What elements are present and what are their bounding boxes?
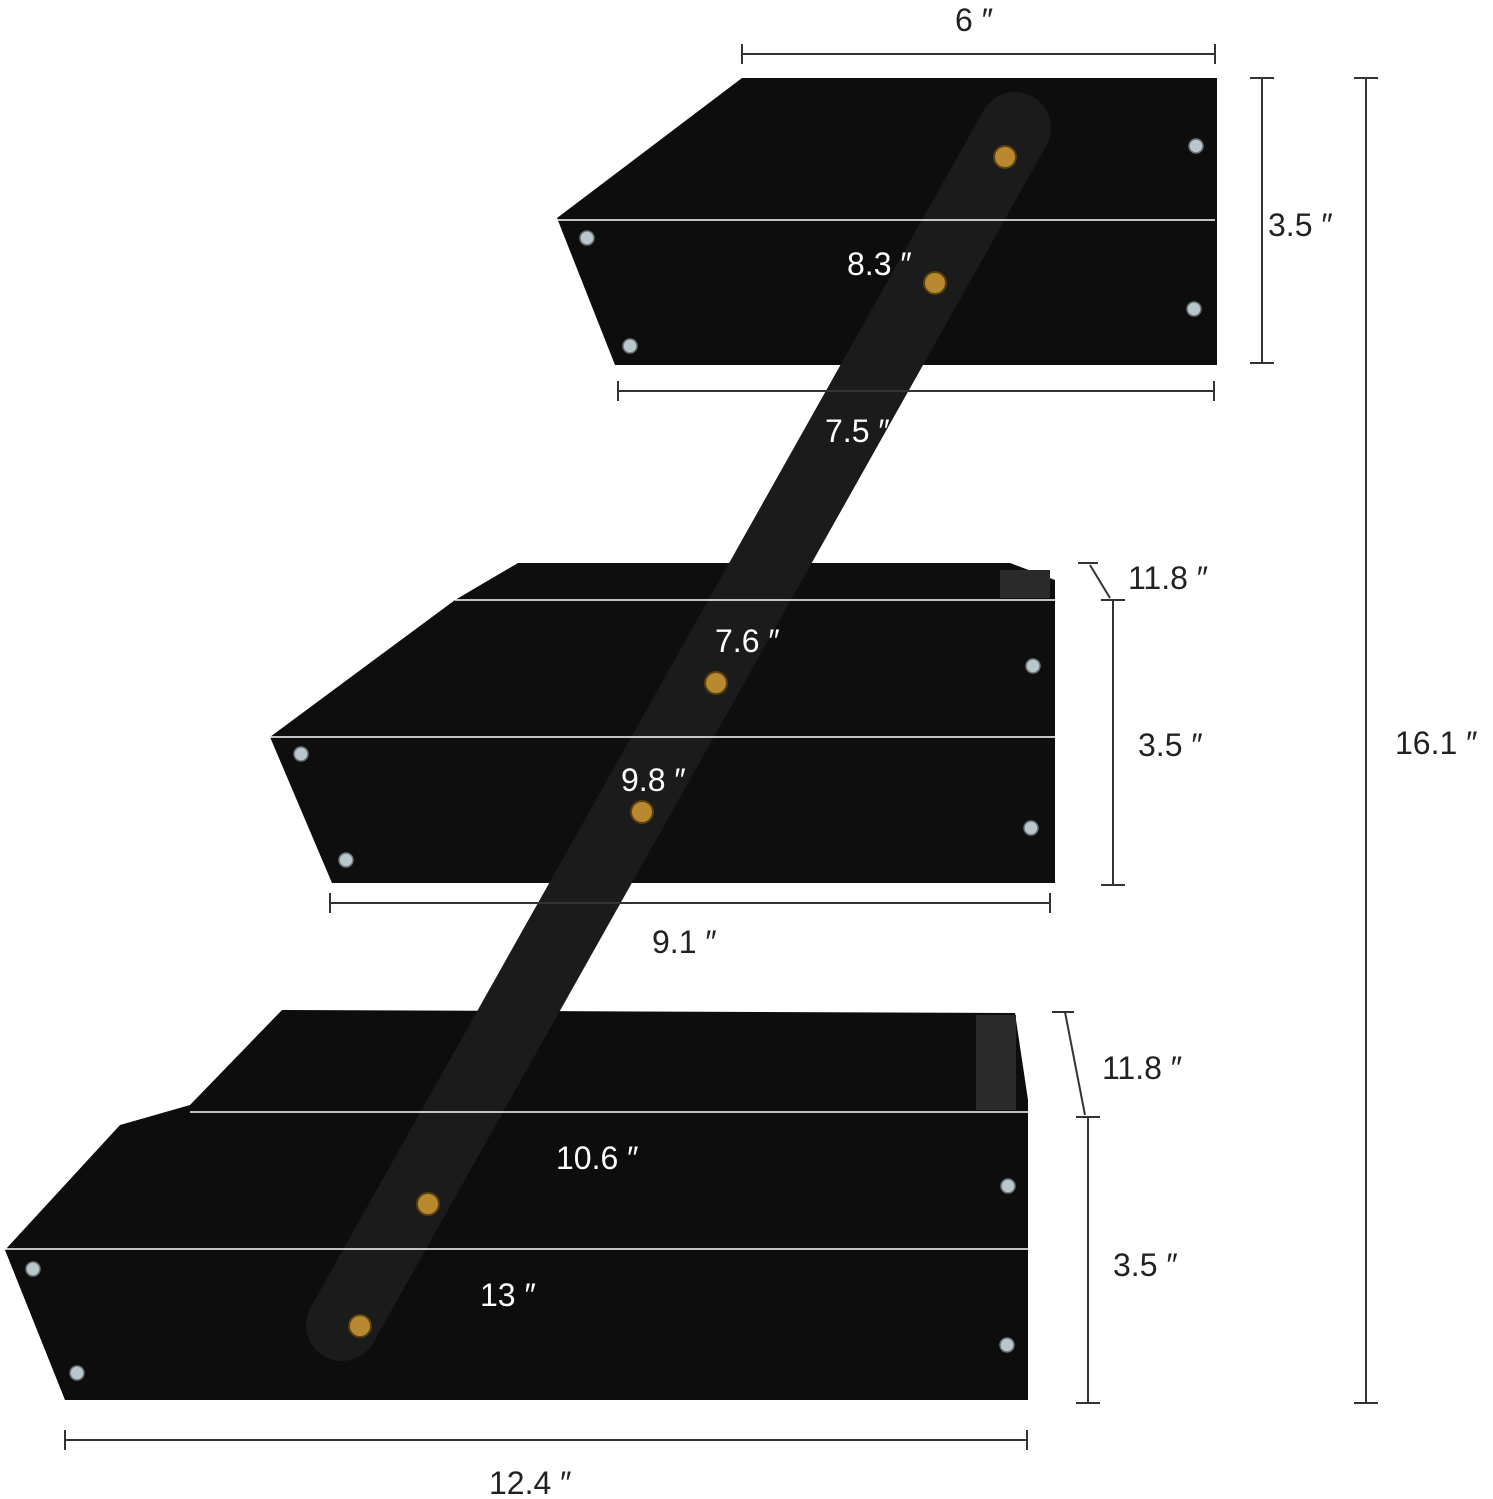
screw-icon bbox=[25, 1261, 41, 1277]
screw-icon bbox=[622, 338, 638, 354]
screw-icon bbox=[1023, 820, 1039, 836]
screw-icon bbox=[630, 800, 654, 824]
screw-icon bbox=[338, 852, 354, 868]
label-bottom-front-width: 13 ″ bbox=[480, 1277, 536, 1313]
screw-icon bbox=[1188, 138, 1204, 154]
label-bottom-back-width: 10.6 ″ bbox=[556, 1140, 639, 1176]
label-top-height: 3.5 ″ bbox=[1268, 207, 1333, 243]
label-middle-bottom-width: 9.1 ″ bbox=[652, 924, 717, 960]
label-top-bottom-width: 7.5 ″ bbox=[825, 413, 890, 449]
screw-icon bbox=[704, 671, 728, 695]
screw-icon bbox=[1000, 1178, 1016, 1194]
label-middle-back-width: 7.6 ″ bbox=[715, 623, 780, 659]
bottom-shelf-inner-edge bbox=[976, 1015, 1016, 1110]
label-top-front-width: 8.3 ″ bbox=[847, 246, 912, 282]
gold-screws bbox=[348, 145, 1017, 1338]
screw-icon bbox=[293, 746, 309, 762]
label-middle-front-width: 9.8 ″ bbox=[621, 762, 686, 798]
screw-icon bbox=[999, 1337, 1015, 1353]
label-bottom-depth: 11.8 ″ bbox=[1102, 1050, 1182, 1086]
screw-icon bbox=[69, 1365, 85, 1381]
screw-icon bbox=[1025, 658, 1041, 674]
bottom-shelf bbox=[5, 1010, 1028, 1400]
screw-icon bbox=[348, 1314, 372, 1338]
top-shelf bbox=[557, 78, 1217, 365]
label-middle-depth: 11.8 ″ bbox=[1128, 560, 1208, 596]
label-top-back-width: 6 ″ bbox=[955, 2, 993, 38]
label-total-height: 16.1 ″ bbox=[1395, 725, 1478, 761]
dimension-lines bbox=[64, 44, 1378, 1450]
side-strap bbox=[306, 92, 1051, 1361]
label-bottom-height: 3.5 ″ bbox=[1113, 1247, 1178, 1283]
inner-lines bbox=[5, 219, 1215, 1250]
screw-icon bbox=[1186, 301, 1202, 317]
middle-shelf-inner-edge bbox=[1000, 570, 1050, 598]
screw-icon bbox=[923, 271, 947, 295]
label-middle-height: 3.5 ″ bbox=[1138, 727, 1203, 763]
screw-icon bbox=[416, 1192, 440, 1216]
label-bottom-bottom-width: 12.4 ″ bbox=[489, 1465, 572, 1499]
silver-screws bbox=[25, 138, 1204, 1381]
screw-icon bbox=[579, 230, 595, 246]
screw-icon bbox=[993, 145, 1017, 169]
